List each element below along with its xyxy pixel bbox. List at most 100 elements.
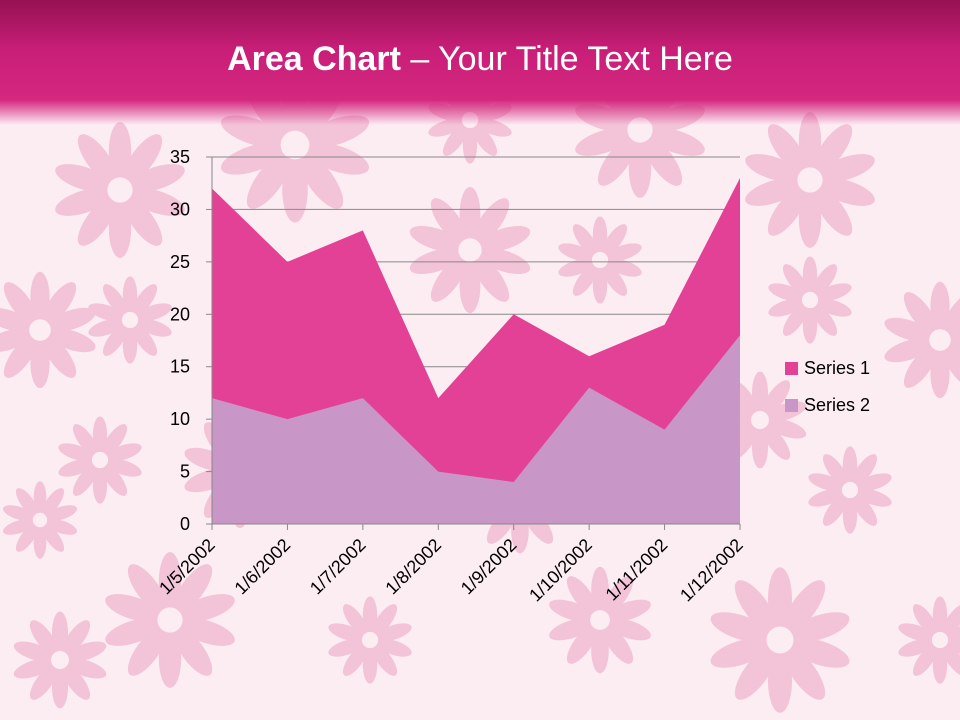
flower-petal (52, 611, 68, 654)
flower-petal (942, 345, 960, 388)
flower-petal (105, 458, 142, 477)
flower-petal (802, 305, 818, 344)
flower-motif (409, 186, 531, 314)
flower-center (29, 319, 51, 341)
flower-petal (591, 566, 609, 613)
flower-petal (158, 552, 182, 611)
flower-petal (818, 177, 875, 206)
flower-petal (135, 318, 172, 337)
flower-petal (602, 576, 634, 615)
flower-petal (813, 124, 853, 174)
flower-petal (123, 134, 163, 184)
flower-petal (558, 243, 595, 262)
flower-petal (47, 328, 96, 353)
flower-petal (430, 256, 468, 302)
flower-petal (13, 641, 54, 662)
y-tick-label: 20 (170, 304, 190, 324)
flower-petal (92, 416, 108, 455)
flower-petal (66, 658, 107, 679)
flower-petal (29, 620, 58, 656)
flower-petal (566, 625, 598, 664)
flower-petal (884, 317, 933, 342)
flower-petal (566, 576, 598, 615)
flower-petal (42, 282, 77, 325)
flower-petal (102, 284, 128, 316)
flower-petal (767, 186, 807, 236)
flower-petal (798, 189, 822, 248)
flower-petal (108, 122, 132, 181)
flower-petal (29, 664, 58, 700)
flower-petal (852, 454, 878, 486)
flower-petal (822, 454, 848, 486)
flower-petal (947, 338, 960, 363)
flower-center (121, 311, 139, 329)
x-tick-label: 1/7/2002 (306, 535, 370, 599)
flower-petal (903, 345, 938, 388)
flower-petal (549, 618, 594, 641)
flower-petal (852, 494, 878, 526)
x-tick-label: 1/6/2002 (231, 535, 295, 599)
flower-petal (768, 567, 792, 631)
flower-petal (282, 155, 308, 223)
flower-center (801, 291, 819, 309)
flower-petal (912, 604, 938, 636)
flower-motif (88, 276, 172, 364)
y-tick-label: 5 (180, 462, 190, 482)
flower-petal (15, 523, 39, 552)
flower-motif (549, 566, 651, 674)
flower-petal (52, 666, 68, 709)
y-tick-label: 0 (180, 514, 190, 534)
flower-petal (572, 224, 598, 256)
flower-petal (173, 564, 213, 614)
flower-petal (643, 136, 683, 186)
flower-petal (132, 284, 158, 316)
flower-petal (602, 224, 628, 256)
flower-petal (127, 564, 167, 614)
flower-petal (768, 298, 805, 317)
flower-petal (605, 258, 642, 277)
flower-center (590, 610, 610, 630)
flower-petal (808, 473, 845, 492)
flower-petal (362, 596, 378, 635)
flower-center (458, 238, 482, 262)
flower-petal (802, 256, 818, 295)
flower-petal (783, 580, 826, 634)
flower-petal (372, 644, 398, 676)
flower-petal (304, 142, 370, 175)
flower-petal (477, 225, 531, 252)
flower-petal (375, 623, 412, 642)
flower-petal (33, 481, 47, 515)
flower-petal (102, 424, 128, 456)
flower-petal (220, 142, 286, 175)
flower-petal (3, 335, 38, 378)
flower-center (751, 411, 769, 429)
flower-petal (558, 258, 595, 277)
flower-petal (942, 644, 960, 676)
flower-petal (782, 304, 808, 336)
flower-petal (930, 347, 950, 399)
flower-petal (942, 604, 960, 636)
flower-center (931, 631, 949, 649)
flower-center (929, 329, 951, 351)
flower-petal (606, 618, 651, 641)
flower-petal (762, 424, 791, 460)
flower-petal (472, 256, 510, 302)
flower-petal (710, 612, 771, 643)
flower-petal (178, 617, 235, 646)
x-tick-label: 1/5/2002 (155, 535, 219, 599)
flower-petal (128, 164, 185, 193)
flower-petal (648, 127, 705, 156)
legend-label: Series 2 (804, 395, 870, 415)
flower-petal (158, 629, 182, 688)
y-tick-label: 25 (170, 252, 190, 272)
flower-motif (58, 416, 142, 504)
flower-center (766, 626, 794, 654)
flower-petal (128, 187, 185, 216)
flower-petal (898, 623, 935, 642)
x-tick-label: 1/10/2002 (525, 535, 596, 606)
flower-motif (768, 256, 852, 344)
flower-petal (855, 488, 892, 507)
flower-petal (782, 264, 808, 296)
flower-petal (813, 186, 853, 236)
